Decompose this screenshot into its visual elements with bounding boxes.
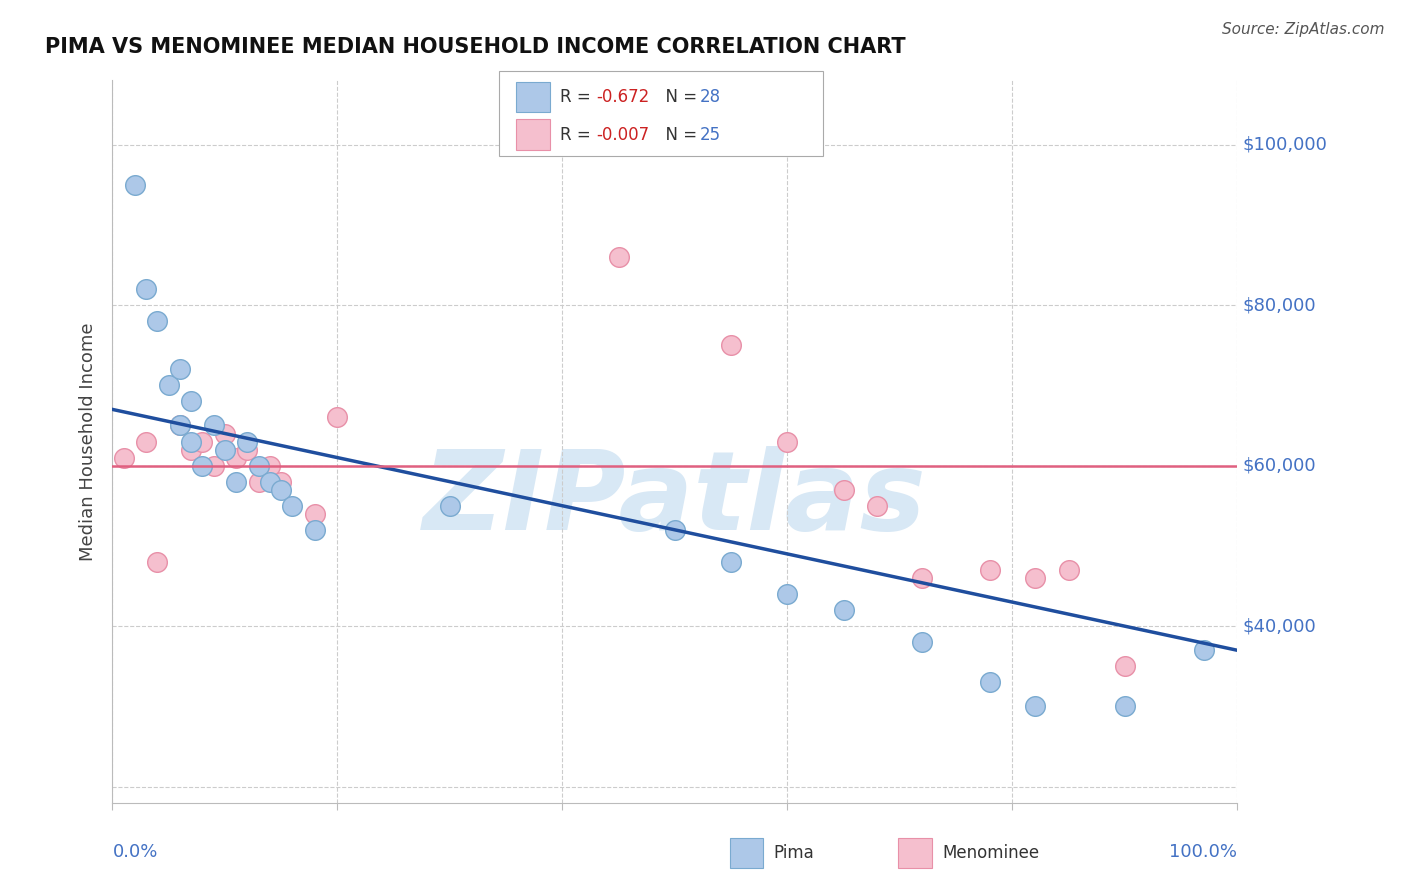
Text: R =: R =: [560, 87, 596, 105]
Text: $80,000: $80,000: [1243, 296, 1316, 314]
Menominee: [979, 563, 1001, 577]
Pima: [1114, 699, 1136, 714]
Menominee: [112, 450, 135, 465]
Pima: [1192, 643, 1215, 657]
Pima: [191, 458, 214, 473]
Menominee: [607, 250, 630, 264]
Pima: [169, 418, 191, 433]
Text: $60,000: $60,000: [1243, 457, 1316, 475]
Menominee: [259, 458, 281, 473]
Pima: [236, 434, 259, 449]
Pima: [664, 523, 686, 537]
Menominee: [146, 555, 169, 569]
Pima: [146, 314, 169, 328]
Text: ZIPatlas: ZIPatlas: [423, 446, 927, 553]
Text: -0.672: -0.672: [596, 87, 650, 105]
Menominee: [304, 507, 326, 521]
Menominee: [720, 338, 742, 352]
Menominee: [191, 434, 214, 449]
Pima: [439, 499, 461, 513]
Menominee: [247, 475, 270, 489]
Menominee: [832, 483, 855, 497]
Y-axis label: Median Household Income: Median Household Income: [79, 322, 97, 561]
Text: 28: 28: [700, 87, 721, 105]
Pima: [979, 675, 1001, 690]
Menominee: [236, 442, 259, 457]
Text: $40,000: $40,000: [1243, 617, 1316, 635]
Pima: [832, 603, 855, 617]
Menominee: [776, 434, 799, 449]
Menominee: [225, 450, 247, 465]
Pima: [180, 434, 202, 449]
Text: 0.0%: 0.0%: [112, 843, 157, 861]
Menominee: [214, 426, 236, 441]
Pima: [776, 587, 799, 601]
Menominee: [1024, 571, 1046, 585]
Menominee: [180, 442, 202, 457]
Pima: [124, 178, 146, 192]
Menominee: [866, 499, 889, 513]
Menominee: [135, 434, 157, 449]
Pima: [180, 394, 202, 409]
Pima: [911, 635, 934, 649]
Pima: [281, 499, 304, 513]
Menominee: [911, 571, 934, 585]
Pima: [135, 282, 157, 296]
Text: PIMA VS MENOMINEE MEDIAN HOUSEHOLD INCOME CORRELATION CHART: PIMA VS MENOMINEE MEDIAN HOUSEHOLD INCOM…: [45, 37, 905, 56]
Pima: [247, 458, 270, 473]
Pima: [214, 442, 236, 457]
Menominee: [202, 458, 225, 473]
Text: $100,000: $100,000: [1243, 136, 1327, 153]
Pima: [169, 362, 191, 376]
Pima: [270, 483, 292, 497]
Text: Menominee: Menominee: [942, 844, 1039, 862]
Text: -0.007: -0.007: [596, 126, 650, 144]
Text: R =: R =: [560, 126, 596, 144]
Pima: [157, 378, 180, 392]
Menominee: [1057, 563, 1080, 577]
Text: Pima: Pima: [773, 844, 814, 862]
Pima: [720, 555, 742, 569]
Menominee: [326, 410, 349, 425]
Pima: [259, 475, 281, 489]
Menominee: [169, 418, 191, 433]
Pima: [304, 523, 326, 537]
Menominee: [1114, 659, 1136, 673]
Text: N =: N =: [655, 87, 703, 105]
Text: 25: 25: [700, 126, 721, 144]
Text: 100.0%: 100.0%: [1170, 843, 1237, 861]
Text: N =: N =: [655, 126, 703, 144]
Pima: [202, 418, 225, 433]
Text: Source: ZipAtlas.com: Source: ZipAtlas.com: [1222, 22, 1385, 37]
Menominee: [270, 475, 292, 489]
Pima: [1024, 699, 1046, 714]
Pima: [225, 475, 247, 489]
